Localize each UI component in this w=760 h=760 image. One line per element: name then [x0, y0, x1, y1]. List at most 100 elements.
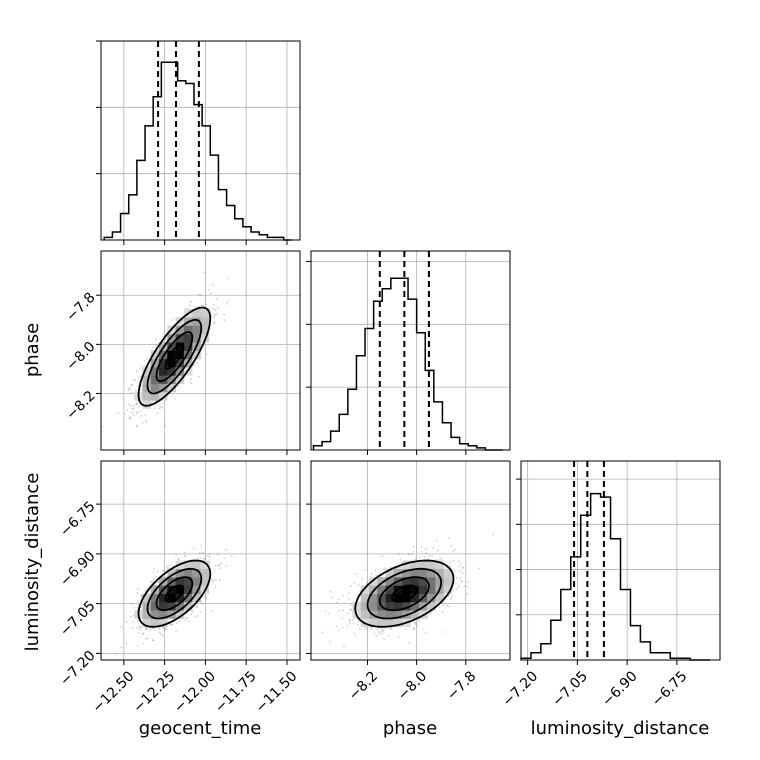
scatter-point	[212, 283, 215, 286]
density-cell	[402, 585, 411, 594]
scatter-point	[329, 640, 331, 643]
scatter-point	[176, 557, 179, 560]
scatter-point	[452, 550, 454, 553]
scatter-point	[216, 312, 219, 315]
scatter-point	[146, 587, 149, 590]
density-cell	[159, 358, 168, 368]
scatter-point	[196, 557, 199, 560]
scatter-point	[213, 321, 215, 324]
scatter-point	[145, 628, 148, 631]
scatter-point	[215, 297, 218, 300]
scatter-point	[140, 384, 143, 387]
scatter-point	[365, 626, 368, 629]
scatter-point	[447, 594, 450, 597]
scatter-point	[135, 389, 137, 392]
density-cell	[183, 577, 193, 586]
scatter-point	[413, 628, 416, 631]
density-cell	[192, 325, 201, 335]
scatter-point	[164, 424, 167, 427]
scatter-point	[365, 569, 367, 571]
y-tick-label: −8.0	[63, 339, 98, 374]
scatter-point	[144, 414, 147, 417]
scatter-point	[399, 558, 402, 561]
scatter-point	[225, 302, 228, 305]
scatter-point	[156, 570, 159, 573]
scatter-point	[467, 581, 470, 583]
y-tick-label: −7.8	[63, 290, 98, 325]
scatter-point	[139, 628, 142, 631]
scatter-point	[208, 561, 211, 564]
scatter-point	[329, 590, 332, 593]
scatter-point	[129, 417, 132, 420]
scatter-point	[492, 533, 495, 536]
y-axis-label-luminosity-distance: luminosity_distance	[22, 473, 43, 652]
scatter-point	[346, 624, 349, 627]
2d-geocent_time-phase: −8.2 −8.0 −7.8	[63, 250, 301, 455]
panel-frame	[100, 40, 301, 241]
density-cell	[142, 383, 152, 393]
scatter-point	[408, 642, 411, 644]
density-cell	[385, 568, 395, 578]
scatter-point	[136, 425, 138, 428]
scatter-point	[352, 632, 355, 634]
scatter-point	[145, 627, 148, 630]
scatter-point	[209, 559, 212, 561]
scatter-point	[378, 632, 381, 634]
density-cell	[443, 585, 453, 594]
density-cell	[150, 375, 160, 384]
density-cell	[175, 325, 185, 335]
scatter-point	[421, 550, 423, 553]
density-cell	[159, 391, 168, 401]
scatter-point	[337, 629, 340, 632]
density-cell	[159, 618, 168, 628]
scatter-point	[390, 627, 393, 630]
scatter-point	[130, 384, 133, 387]
scatter-point	[137, 632, 140, 634]
scatter-point	[154, 338, 157, 341]
scatter-point	[129, 387, 132, 390]
scatter-point	[198, 552, 201, 555]
scatter-point	[192, 611, 195, 613]
scatter-point	[200, 304, 203, 307]
density-cell	[175, 577, 185, 586]
density-cell	[167, 358, 176, 368]
density-cell	[418, 568, 428, 578]
scatter-point	[175, 630, 177, 633]
scatter-point	[171, 623, 174, 625]
scatter-point	[158, 407, 161, 410]
scatter-point	[137, 376, 140, 379]
scatter-point	[171, 319, 174, 321]
density-cell	[142, 391, 152, 401]
scatter-point	[410, 552, 413, 555]
scatter-point	[187, 620, 190, 623]
density-cell	[200, 309, 210, 318]
scatter-point	[196, 605, 199, 608]
density-cell	[402, 593, 411, 603]
density-cell	[142, 618, 152, 628]
scatter-point	[445, 604, 448, 607]
density-cell	[427, 585, 436, 594]
scatter-point	[140, 415, 143, 417]
density-cell	[192, 333, 201, 343]
scatter-point	[461, 580, 463, 582]
panel-content	[115, 544, 233, 655]
y-tick-label: −6.75	[57, 498, 99, 540]
density-cell	[175, 601, 185, 611]
contour-line	[137, 306, 212, 407]
scatter-point	[459, 562, 462, 565]
scatter-point	[162, 627, 165, 629]
scatter-point	[414, 623, 417, 626]
scatter-point	[163, 628, 166, 631]
scatter-point	[448, 537, 451, 540]
contour-line	[378, 576, 430, 612]
scatter-point	[205, 597, 208, 600]
scatter-point	[454, 548, 457, 551]
contour-line	[146, 318, 203, 395]
scatter-point	[149, 365, 151, 368]
scatter-point	[463, 585, 466, 587]
scatter-point	[210, 578, 213, 581]
scatter-point	[423, 555, 426, 558]
density-cell	[377, 593, 386, 603]
scatter-point	[136, 424, 138, 427]
